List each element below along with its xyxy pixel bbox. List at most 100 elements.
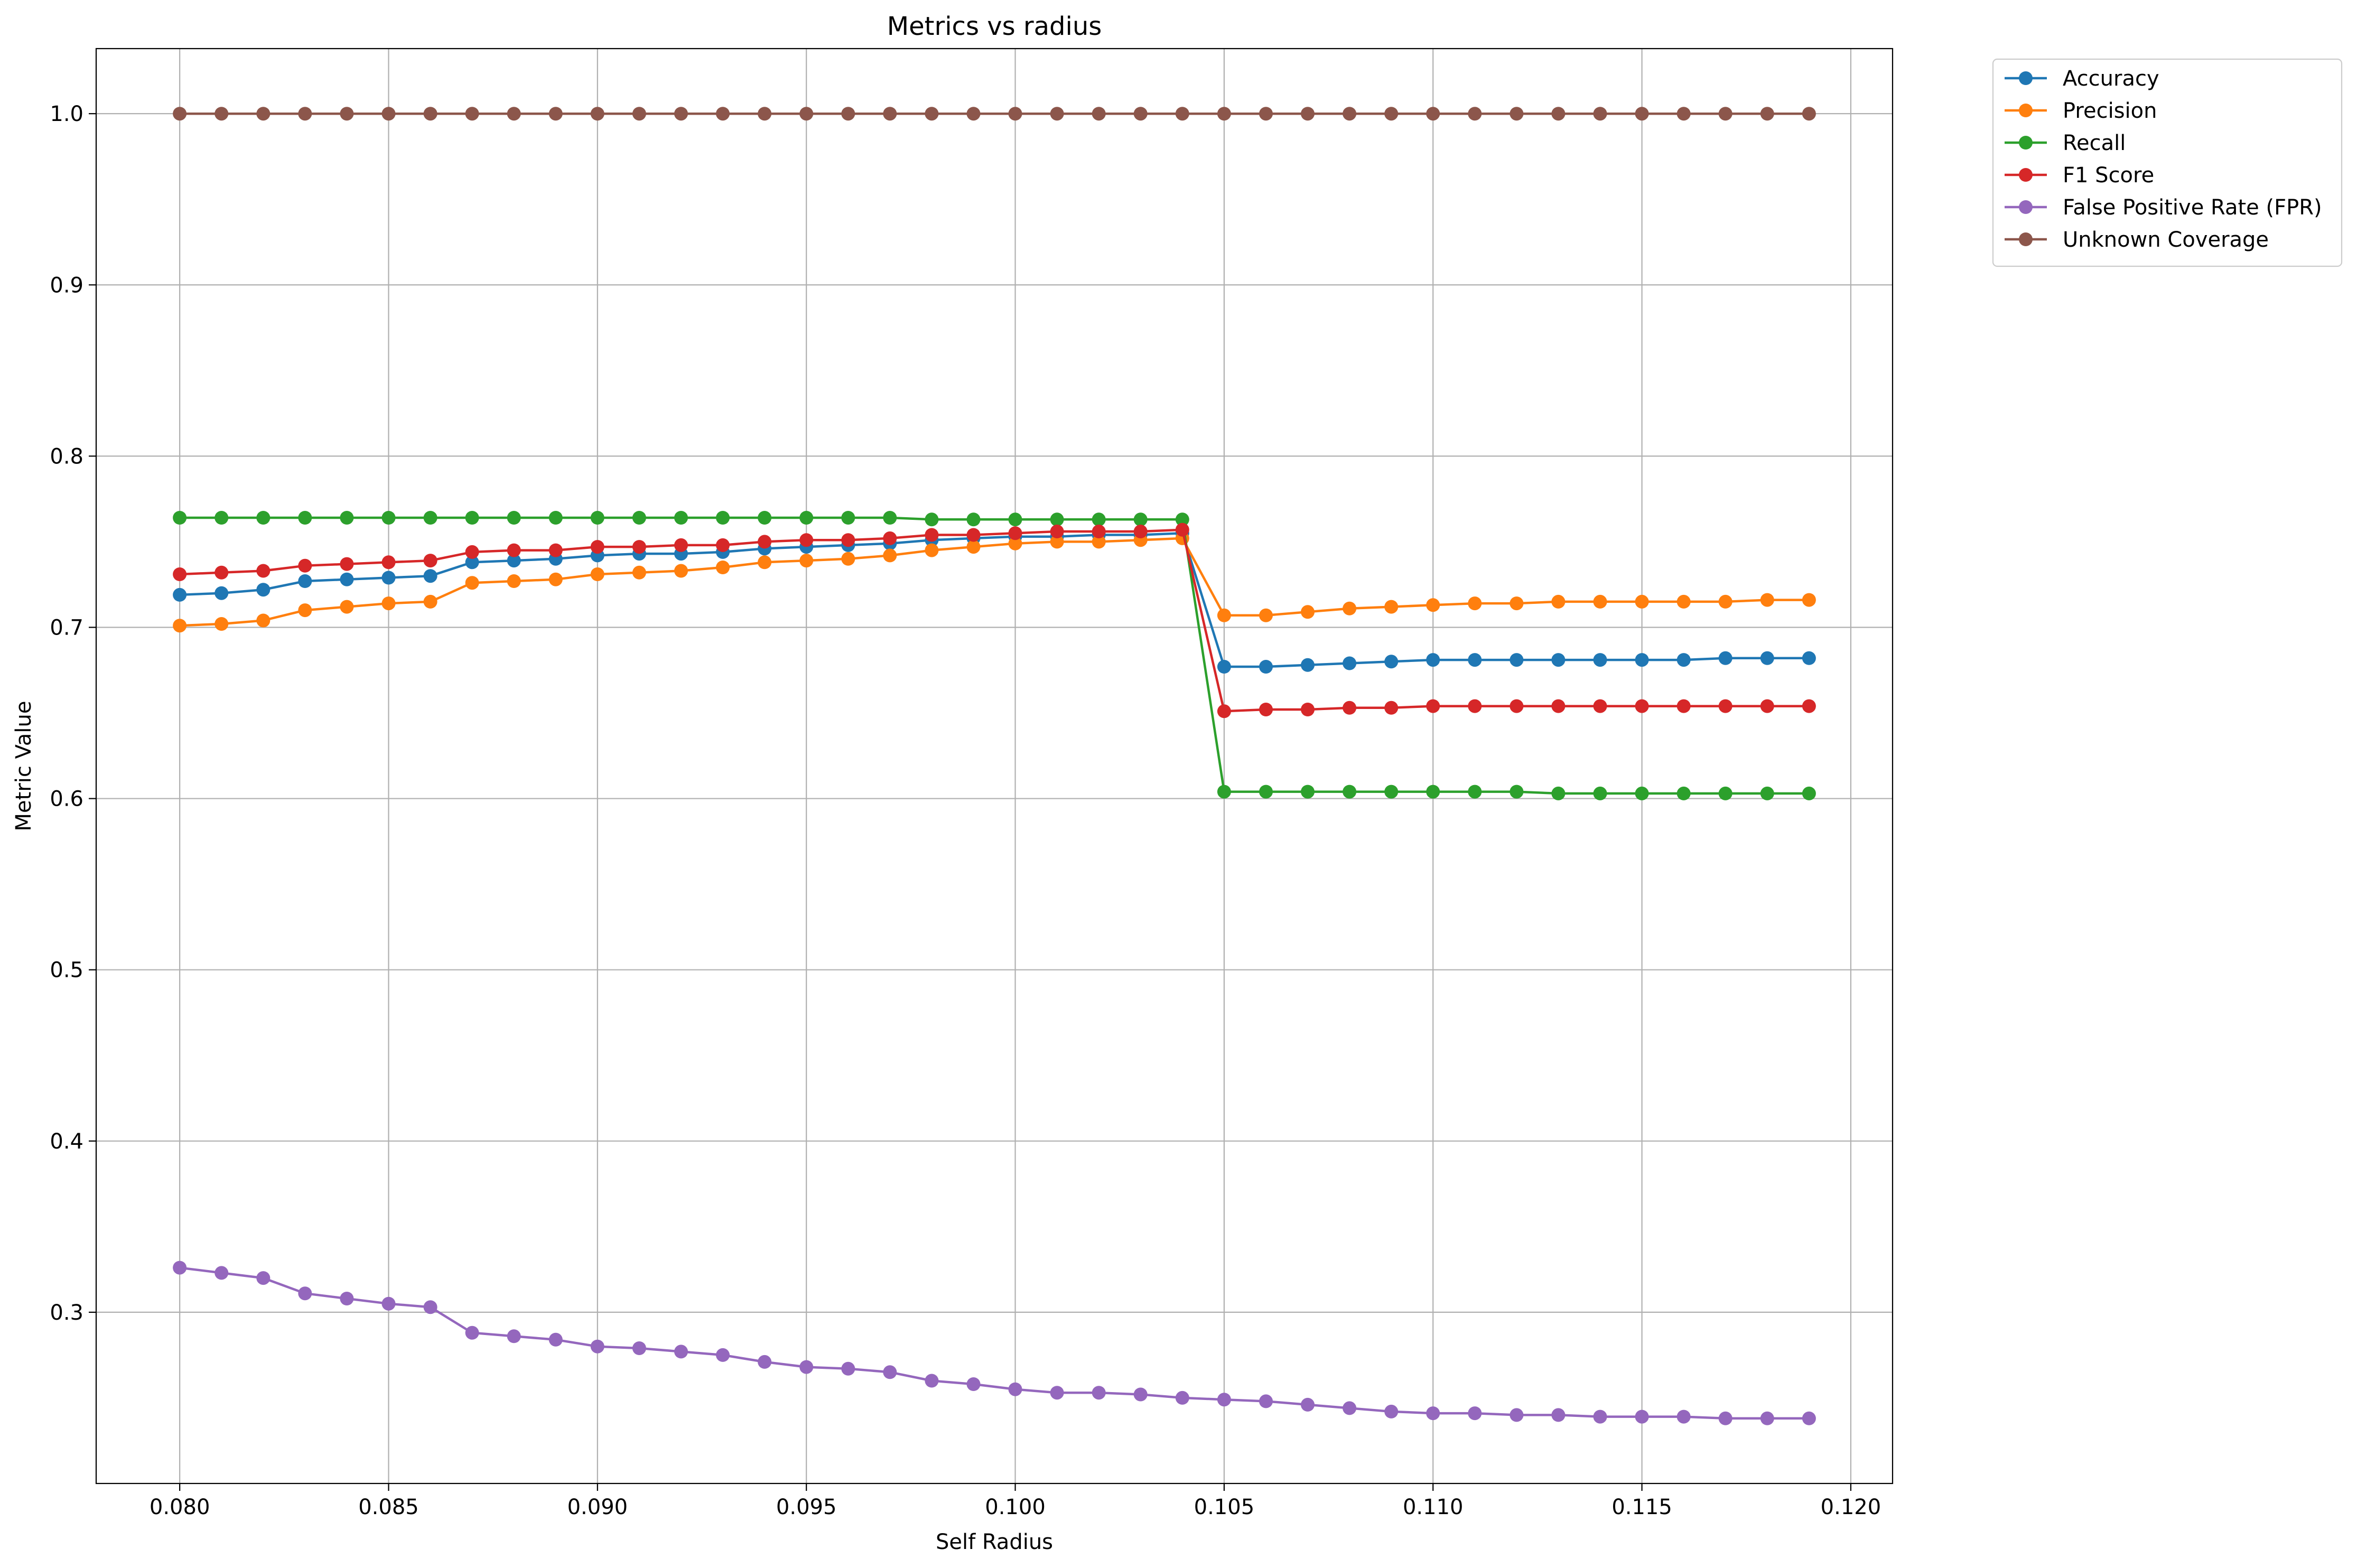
data-point: [548, 511, 563, 525]
data-point: [1384, 600, 1399, 614]
data-point: [1551, 107, 1566, 121]
x-tick-label: 0.120: [1821, 1495, 1881, 1519]
data-point: [674, 107, 688, 121]
legend-label: Unknown Coverage: [2063, 228, 2269, 252]
data-point: [1050, 525, 1064, 538]
legend-marker: [2019, 104, 2033, 117]
data-point: [381, 107, 396, 121]
data-point: [674, 538, 688, 552]
x-tick-label: 0.100: [985, 1495, 1046, 1519]
data-point: [1551, 1408, 1566, 1422]
data-point: [1551, 653, 1566, 667]
data-point: [173, 511, 187, 525]
y-tick-label: 0.9: [50, 273, 83, 297]
series-precision: [173, 531, 1816, 633]
data-point: [423, 107, 437, 121]
data-point: [256, 564, 271, 578]
data-point: [883, 1365, 897, 1379]
data-point: [1092, 535, 1106, 549]
data-point: [507, 554, 521, 568]
data-point: [1718, 594, 1732, 609]
data-point: [1468, 107, 1482, 121]
x-tick-label: 0.085: [358, 1495, 419, 1519]
data-point: [1593, 1410, 1607, 1424]
legend-item: Recall: [2005, 131, 2126, 155]
data-point: [215, 586, 229, 600]
data-point: [1217, 704, 1231, 718]
data-point: [1760, 1411, 1774, 1425]
data-point: [1426, 1406, 1440, 1421]
data-point: [507, 574, 521, 588]
y-tick-label: 0.4: [50, 1130, 83, 1154]
data-point: [298, 1286, 312, 1301]
data-point: [1593, 786, 1607, 800]
data-point: [1676, 653, 1691, 667]
data-point: [1802, 107, 1816, 121]
data-point: [966, 512, 981, 527]
legend-marker: [2019, 71, 2033, 85]
data-point: [1802, 651, 1816, 665]
y-tick-label: 0.6: [50, 787, 83, 811]
x-tick-label: 0.080: [150, 1495, 210, 1519]
data-point: [1468, 699, 1482, 713]
data-point: [1510, 653, 1524, 667]
legend: Accuracy Precision Recall F1 Score False Pos…: [1992, 58, 2343, 267]
data-point: [1008, 107, 1022, 121]
legend-label: Accuracy: [2063, 67, 2159, 91]
y-tick-label: 0.8: [50, 444, 83, 469]
legend-marker: [2019, 232, 2033, 246]
data-point: [1551, 699, 1566, 713]
data-point: [1175, 522, 1189, 537]
data-point: [841, 1361, 855, 1376]
data-point: [716, 107, 730, 121]
data-point: [256, 1271, 271, 1285]
legend-marker: [2019, 168, 2033, 182]
data-point: [632, 565, 646, 580]
data-point: [1133, 1387, 1148, 1402]
data-point: [1301, 785, 1315, 799]
data-point: [632, 107, 646, 121]
series-line: [180, 537, 1809, 627]
data-point: [590, 567, 604, 581]
data-point: [381, 596, 396, 611]
data-point: [1593, 699, 1607, 713]
data-point: [256, 511, 271, 525]
data-point: [423, 511, 437, 525]
legend-item: Unknown Coverage: [2005, 228, 2269, 252]
data-point: [1217, 1393, 1231, 1407]
data-point: [465, 511, 479, 525]
data-point: [1426, 107, 1440, 121]
data-point: [215, 617, 229, 631]
data-point: [173, 107, 187, 121]
legend-item: F1 Score: [2005, 163, 2154, 188]
data-point: [381, 511, 396, 525]
data-point: [173, 619, 187, 633]
data-point: [1092, 512, 1106, 527]
data-point: [1343, 1401, 1357, 1415]
data-point: [381, 1296, 396, 1311]
series-f1-score: [173, 522, 1816, 718]
y-tick-label: 1.0: [50, 102, 83, 126]
data-point: [925, 1374, 939, 1388]
data-point: [465, 1326, 479, 1340]
data-point: [1760, 699, 1774, 713]
data-point: [215, 1266, 229, 1280]
data-point: [1008, 512, 1022, 527]
data-point: [799, 533, 814, 547]
data-point: [465, 107, 479, 121]
data-point: [1802, 786, 1816, 800]
chart-title: Metrics vs radius: [887, 12, 1102, 41]
data-point: [1635, 653, 1649, 667]
data-point: [507, 543, 521, 557]
legend-item: Precision: [2005, 99, 2157, 123]
data-point: [548, 107, 563, 121]
data-point: [465, 545, 479, 559]
data-point: [1760, 651, 1774, 665]
data-point: [1676, 107, 1691, 121]
data-point: [1635, 107, 1649, 121]
legend-item: False Positive Rate (FPR): [2005, 195, 2322, 220]
data-point: [423, 1300, 437, 1314]
data-point: [1217, 107, 1231, 121]
series-unknown-coverage: [173, 107, 1816, 121]
data-point: [1301, 107, 1315, 121]
